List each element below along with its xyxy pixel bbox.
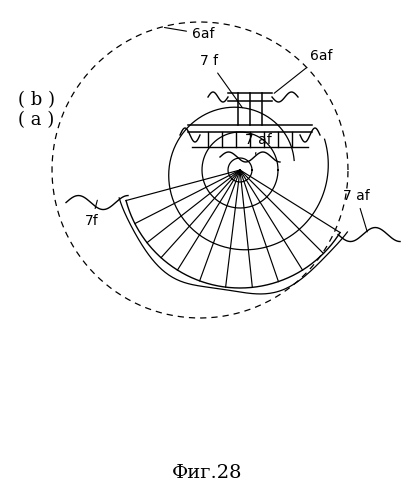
Text: Фиг.28: Фиг.28 [172,464,242,482]
Text: 7f: 7f [85,200,99,228]
Text: ( b ): ( b ) [18,91,55,109]
Text: 7 af: 7 af [343,189,370,232]
Text: 6af: 6af [274,49,332,94]
Text: 7 af: 7 af [245,133,272,154]
Text: 6af: 6af [164,27,215,41]
Text: 7 f: 7 f [200,54,242,108]
Text: ( a ): ( a ) [18,111,54,129]
